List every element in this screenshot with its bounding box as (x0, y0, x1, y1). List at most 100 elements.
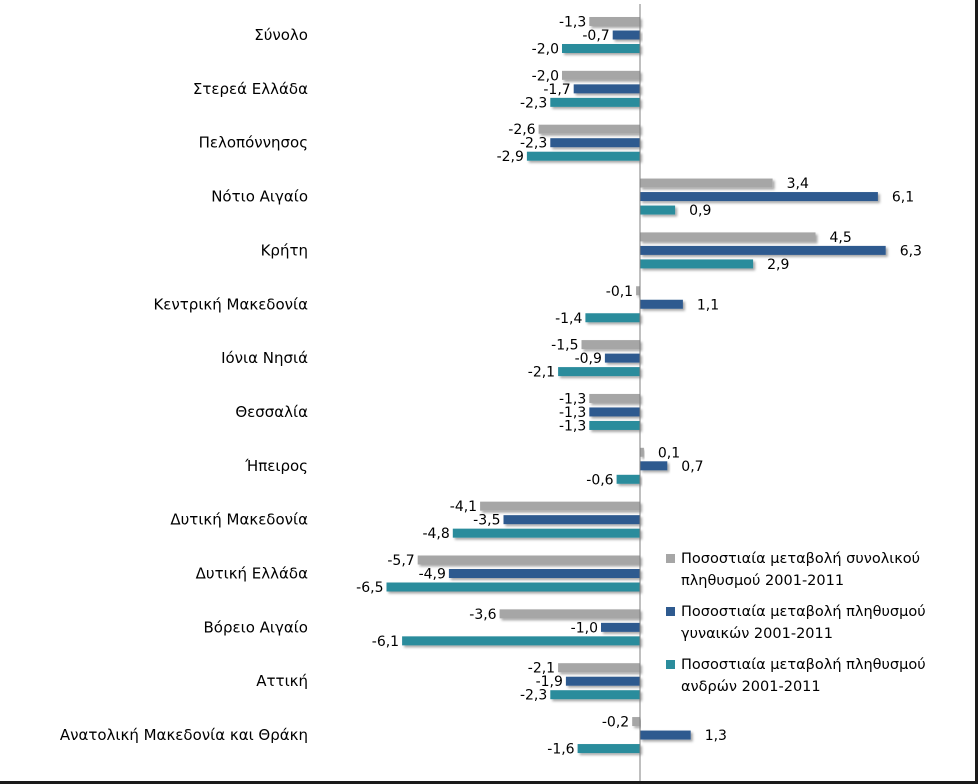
value-label-s1-9: -3,5 (473, 513, 500, 529)
category-label-1: Στερεά Ελλάδα (193, 80, 308, 98)
value-label-s2-4: 2,9 (767, 257, 789, 273)
legend-label-1-0: Ποσοστιαία μεταβολή πληθυσμού (681, 604, 926, 620)
bar-s2-12 (550, 690, 640, 700)
value-label-s1-6: -0,9 (575, 351, 602, 367)
value-label-s1-1: -1,7 (543, 82, 570, 98)
bar-s0-5 (636, 286, 640, 296)
bar-s1-9 (503, 515, 640, 525)
bar-s0-1 (562, 70, 640, 80)
bar-s1-5 (640, 299, 683, 309)
value-label-s0-10: -5,7 (387, 553, 414, 569)
bar-s1-12 (565, 676, 640, 686)
value-label-s1-8: 0,7 (681, 459, 703, 475)
bar-s2-4 (640, 259, 754, 269)
bar-s0-0 (589, 17, 640, 26)
value-label-s2-11: -6,1 (372, 634, 399, 650)
legend-label-1-1: γυναικών 2001-2011 (681, 626, 833, 642)
legend-swatch-1 (666, 607, 675, 616)
bar-s0-6 (581, 340, 640, 350)
bar-s2-11 (402, 636, 640, 646)
legend-label-0-1: πληθυσμού 2001-2011 (681, 573, 844, 589)
value-label-s1-10: -4,9 (419, 567, 446, 583)
value-label-s2-10: -6,5 (356, 580, 383, 596)
category-label-11: Βόρειο Αιγαίο (204, 618, 308, 636)
bar-s2-2 (526, 151, 640, 161)
bar-s2-13 (577, 744, 640, 754)
category-label-2: Πελοπόννησος (199, 134, 308, 152)
bar-s1-6 (604, 353, 640, 363)
value-labels-layer: -1,3-0,7-2,0-2,0-1,7-2,3-2,6-2,3-2,93,46… (356, 15, 922, 758)
category-label-0: Σύνολο (254, 26, 308, 44)
bar-s1-4 (640, 245, 886, 255)
value-label-s2-6: -2,1 (528, 365, 555, 381)
value-label-s1-4: 6,3 (900, 243, 922, 259)
category-labels-layer: Σύνολο Στερεά Ελλάδα Πελοπόννησος Νότιο Αιγ… (60, 26, 308, 744)
category-label-10: Δυτική Ελλάδα (196, 565, 308, 583)
bar-s1-0 (612, 30, 640, 40)
bar-s1-1 (573, 84, 640, 94)
value-label-s2-9: -4,8 (422, 526, 449, 542)
bar-s2-10 (386, 582, 640, 592)
value-label-s1-7: -1,3 (559, 405, 586, 421)
bars-layer (386, 17, 886, 754)
value-label-s2-7: -1,3 (559, 418, 586, 434)
category-label-8: Ήπειρος (244, 457, 308, 475)
category-label-9: Δυτική Μακεδονία (170, 511, 308, 529)
value-label-s1-0: -0,7 (582, 28, 609, 44)
bar-s2-1 (550, 97, 640, 107)
category-label-6: Ιόνια Νησιά (221, 349, 308, 367)
bar-s0-13 (632, 717, 640, 727)
value-label-s0-3: 3,4 (787, 176, 809, 192)
value-label-s0-9: -4,1 (450, 499, 477, 515)
bar-s2-7 (589, 420, 640, 430)
value-label-s1-11: -1,0 (571, 620, 598, 636)
category-label-3: Νότιο Αιγαίο (211, 188, 308, 206)
bar-s0-3 (640, 178, 773, 188)
bar-s1-3 (640, 192, 878, 202)
value-label-s0-7: -1,3 (559, 391, 586, 407)
value-label-s0-12: -2,1 (528, 661, 555, 677)
bar-s0-8 (640, 447, 644, 457)
legend-label-2-0: Ποσοστιαία μεταβολή πληθυσμού (681, 657, 926, 673)
value-label-s2-2: -2,9 (497, 149, 524, 165)
value-label-s1-12: -1,9 (536, 674, 563, 690)
category-label-4: Κρήτη (261, 241, 308, 259)
bar-s2-3 (640, 205, 676, 215)
value-label-s2-1: -2,3 (520, 95, 547, 111)
value-label-s2-12: -2,3 (520, 688, 547, 704)
bar-s2-6 (558, 367, 640, 377)
legend-swatch-2 (666, 660, 675, 669)
legend-label-0-0: Ποσοστιαία μεταβολή συνολικού (681, 551, 920, 567)
value-label-s0-11: -3,6 (469, 607, 496, 623)
legend-swatch-0 (666, 554, 675, 563)
value-label-s0-6: -1,5 (551, 338, 578, 354)
bar-s2-8 (616, 474, 640, 484)
bar-s0-2 (538, 124, 640, 134)
bar-s1-7 (589, 407, 640, 417)
value-label-s1-5: 1,1 (697, 297, 719, 313)
bar-s1-13 (640, 730, 691, 740)
bar-s1-8 (640, 461, 668, 471)
value-label-s2-8: -0,6 (586, 472, 613, 488)
value-label-s0-8: 0,1 (658, 445, 680, 461)
value-label-s1-2: -2,3 (520, 136, 547, 152)
bar-s0-4 (640, 232, 816, 242)
bar-s0-9 (480, 501, 640, 511)
value-label-s1-13: 1,3 (705, 728, 727, 744)
category-label-7: Θεσσαλία (235, 403, 308, 421)
bar-s0-12 (558, 663, 640, 673)
bar-s1-11 (601, 622, 640, 632)
value-label-s0-4: 4,5 (830, 230, 852, 246)
category-label-12: Αττική (256, 672, 308, 690)
bar-s1-10 (448, 569, 640, 578)
bar-s0-10 (417, 555, 640, 565)
legend-label-2-1: ανδρών 2001-2011 (681, 679, 821, 695)
value-label-s2-0: -2,0 (532, 42, 559, 58)
bar-s0-11 (499, 609, 640, 619)
bar-s2-5 (585, 313, 640, 323)
value-label-s2-3: 0,9 (689, 203, 711, 219)
bar-s0-7 (589, 393, 640, 403)
legend: Ποσοστιαία μεταβολή συνολικού πληθυσμού 2… (666, 551, 926, 695)
